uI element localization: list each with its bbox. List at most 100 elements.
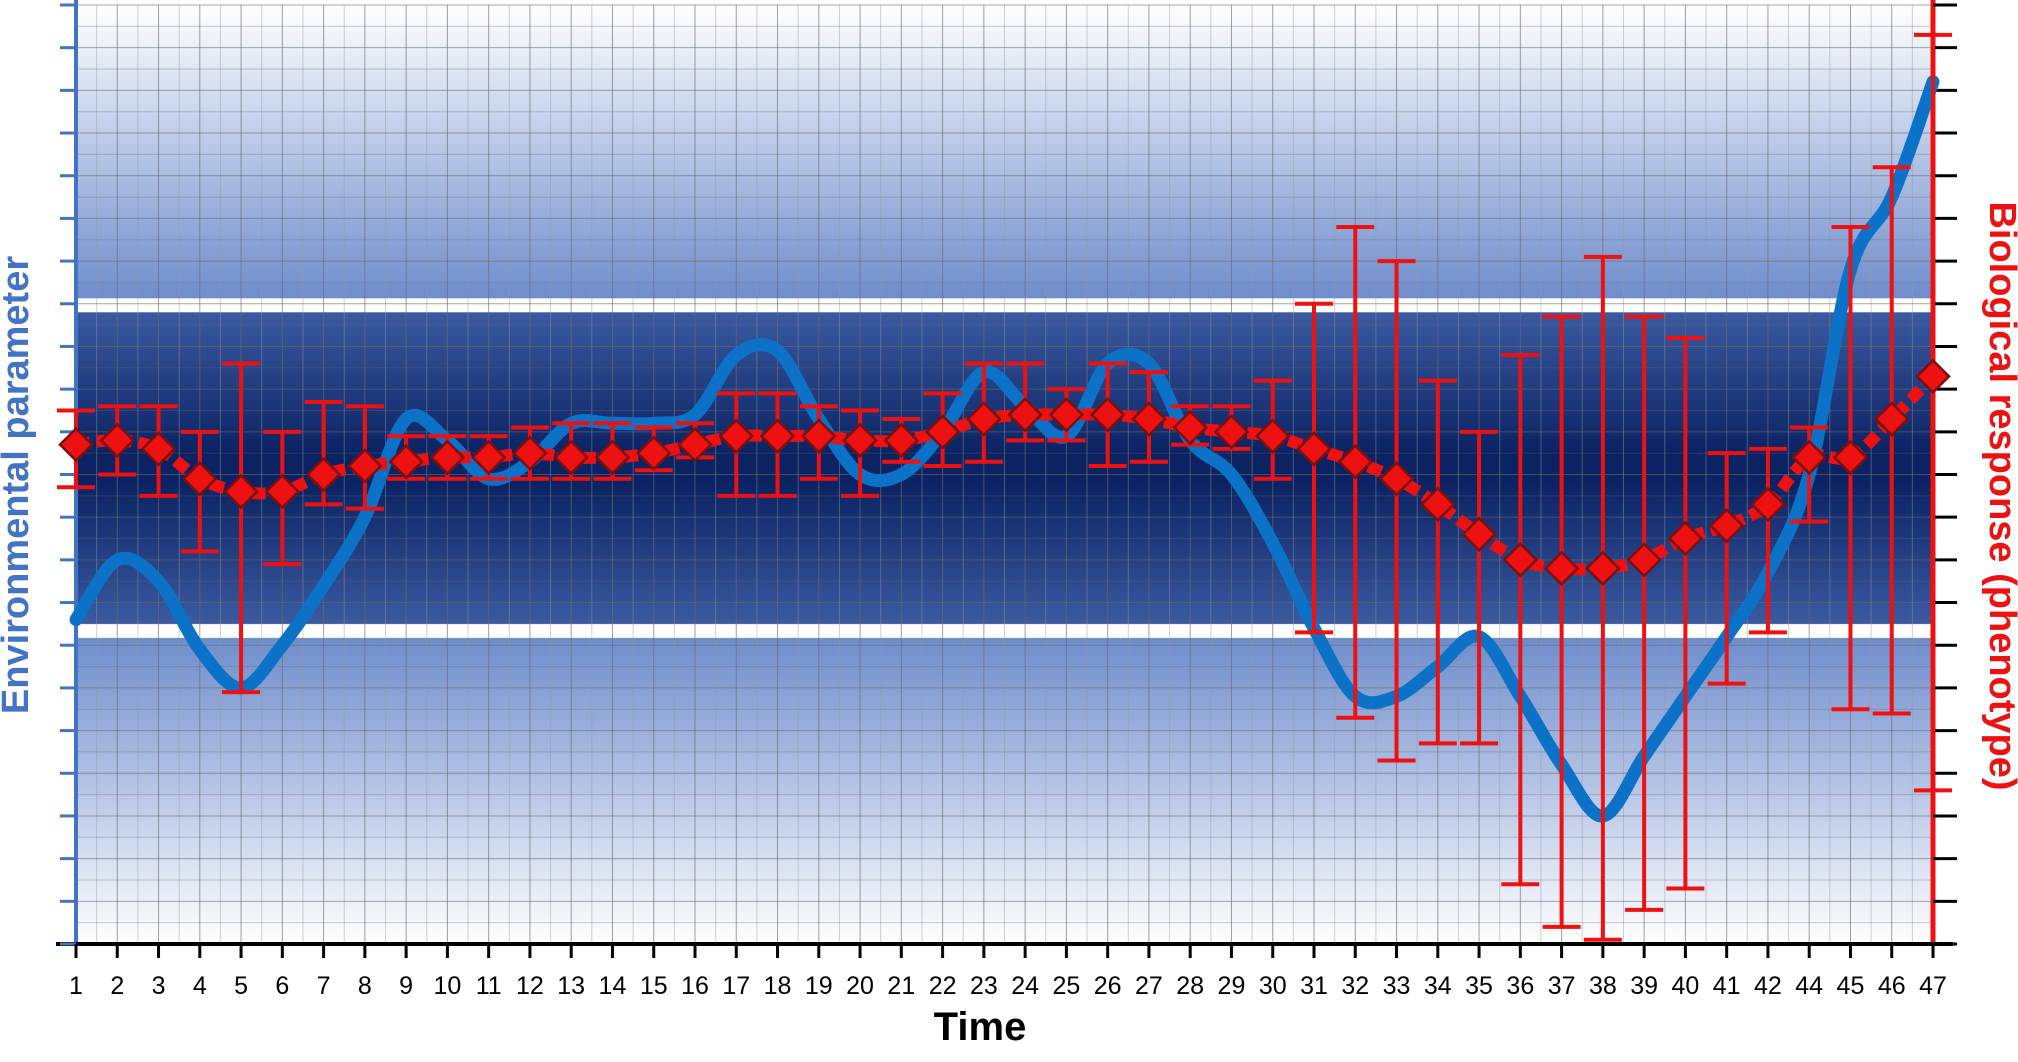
right-axis-label: Biological response (phenotype) xyxy=(1981,201,2018,790)
x-tick-label: 13 xyxy=(557,972,585,1000)
biological-point-marker xyxy=(1915,358,1951,395)
x-tick-labels: 1 2 3 4 5 6 7 8 9 10 11 12 13 14 15 16 17 18 19 20 21 22 23 24 2… xyxy=(69,972,1947,1000)
x-axis-label: Time xyxy=(934,1005,1027,1049)
biological-point-marker xyxy=(1461,516,1497,553)
biological-point-marker xyxy=(1131,401,1167,437)
biological-point-marker xyxy=(140,431,177,467)
x-tick-label: 3 xyxy=(152,972,166,1000)
x-tick-label: 16 xyxy=(681,972,709,1000)
x-tick-label: 38 xyxy=(1589,972,1617,1000)
biological-point-marker xyxy=(1089,396,1126,433)
biological-point-marker xyxy=(264,473,301,510)
x-tick-label: 30 xyxy=(1259,972,1287,1000)
biological-point-marker xyxy=(512,435,548,471)
biological-point-marker xyxy=(801,418,837,454)
x-tick-label: 26 xyxy=(1094,972,1122,1000)
x-tick-label: 6 xyxy=(275,972,289,1000)
biological-point-marker xyxy=(429,439,466,476)
biological-point-marker xyxy=(305,456,342,493)
x-tick-label: 1 xyxy=(69,972,83,1000)
x-tick-label: 32 xyxy=(1341,972,1369,1000)
x-tick-label: 17 xyxy=(722,972,750,1000)
x-tick-label: 28 xyxy=(1176,972,1204,1000)
biological-point-marker xyxy=(223,473,259,510)
biological-point-marker xyxy=(1172,409,1208,446)
biological-point-marker xyxy=(553,439,589,476)
biological-point-marker xyxy=(1007,396,1043,433)
biological-point-marker xyxy=(924,414,961,450)
environmental-line xyxy=(69,75,1940,823)
x-tick-label: 20 xyxy=(846,972,874,1000)
x-tick-label: 7 xyxy=(317,972,331,1000)
biological-point-marker xyxy=(677,426,713,463)
x-tick-label: 4 xyxy=(193,972,207,1000)
upper-tolerance-band xyxy=(76,5,1933,299)
x-tick-label: 10 xyxy=(433,972,461,1000)
biological-point-marker xyxy=(99,422,136,459)
biological-point-marker xyxy=(842,422,878,459)
biological-point-marker xyxy=(1873,401,1910,437)
x-tick-label: 2 xyxy=(110,972,124,1000)
x-tick-label: 39 xyxy=(1630,972,1658,1000)
x-tick-label: 21 xyxy=(887,972,915,1000)
biological-point-marker xyxy=(388,443,424,480)
x-tick-label: 18 xyxy=(764,972,792,1000)
x-tick-label: 35 xyxy=(1465,972,1493,1000)
x-tick-label: 23 xyxy=(970,972,998,1000)
biological-point-marker xyxy=(883,422,920,459)
biological-point-marker xyxy=(1585,550,1621,587)
x-tick-label: 11 xyxy=(476,972,502,1000)
biological-point-marker xyxy=(635,435,672,471)
biological-point-marker xyxy=(470,439,507,476)
biological-point-marker xyxy=(594,439,631,476)
x-tick-label: 46 xyxy=(1878,972,1906,1000)
environmental-series xyxy=(69,75,1940,823)
biological-point-marker xyxy=(1420,486,1456,523)
biological-point-marker xyxy=(1791,439,1827,476)
x-tick-label: 19 xyxy=(805,972,833,1000)
x-tick-label: 9 xyxy=(399,972,413,1000)
biological-point-marker xyxy=(1708,507,1745,544)
biological-point-marker xyxy=(1337,443,1374,480)
biological-point-marker xyxy=(759,418,796,454)
x-tick-label: 41 xyxy=(1713,972,1741,1000)
x-tick-label: 37 xyxy=(1548,972,1576,1000)
biological-point-marker xyxy=(58,426,94,463)
x-tick-label: 8 xyxy=(358,972,372,1000)
x-tick-label: 40 xyxy=(1671,972,1699,1000)
biological-point-marker xyxy=(1667,520,1704,557)
x-tick-label: 33 xyxy=(1383,972,1411,1000)
biological-point-marker xyxy=(1213,414,1250,450)
x-tick-label: 12 xyxy=(516,972,544,1000)
biological-line xyxy=(75,372,1938,576)
biological-point-marker xyxy=(1296,431,1332,467)
x-tick-label: 29 xyxy=(1218,972,1246,1000)
x-tick-label: 27 xyxy=(1135,972,1163,1000)
x-tick-label: 24 xyxy=(1011,972,1039,1000)
x-tick-label: 15 xyxy=(640,972,668,1000)
x-tick-label: 31 xyxy=(1300,972,1328,1000)
biological-point-marker xyxy=(1502,542,1539,578)
biological-point-marker xyxy=(1048,396,1085,433)
x-tick-label: 42 xyxy=(1754,972,1782,1000)
biological-point-marker xyxy=(718,418,755,454)
biological-point-marker xyxy=(1626,542,1662,578)
biological-point-marker xyxy=(347,448,383,484)
x-tick-label: 47 xyxy=(1919,972,1947,1000)
x-tick-label: 44 xyxy=(1795,972,1823,1000)
x-tick-label: 34 xyxy=(1424,972,1452,1000)
biological-point-marker xyxy=(1378,461,1415,497)
x-tick-label: 5 xyxy=(234,972,248,1000)
x-tick-label: 14 xyxy=(599,972,627,1000)
biological-point-marker xyxy=(1543,550,1580,587)
biological-point-marker xyxy=(1254,418,1291,454)
x-tick-label: 36 xyxy=(1506,972,1534,1000)
biological-point-marker xyxy=(1832,439,1869,476)
x-tick-label: 22 xyxy=(929,972,957,1000)
biological-point-marker xyxy=(182,461,218,497)
biological-point-marker xyxy=(966,401,1002,437)
x-tick-label: 25 xyxy=(1052,972,1080,1000)
left-axis-label: Environmental parameter xyxy=(0,256,37,714)
